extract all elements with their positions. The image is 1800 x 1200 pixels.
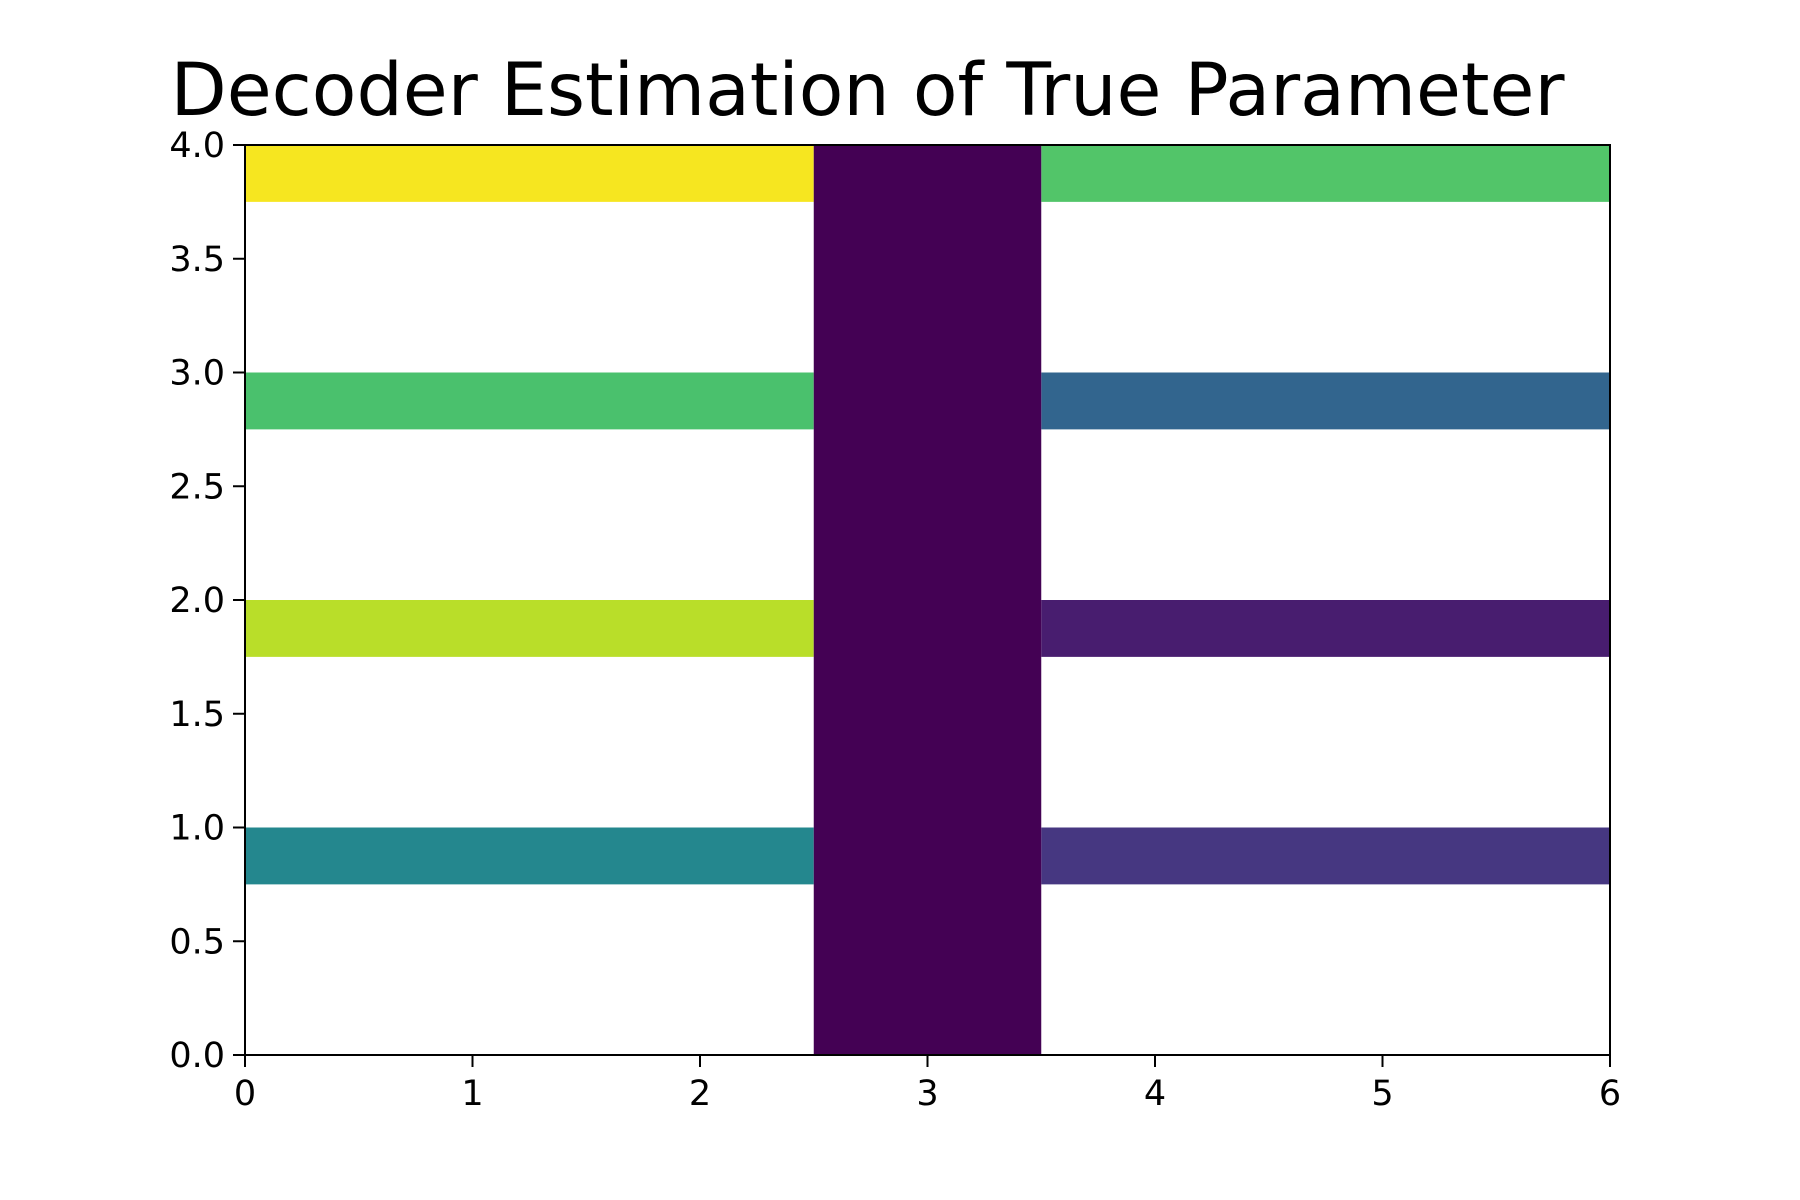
x-tick-label: 2 [689,1074,711,1114]
heatmap-center-band [813,145,1042,1055]
heatmap-cell-row3-right [1041,372,1610,430]
chart-title: Decoder Estimation of True Parameter [170,48,1565,133]
x-axis: 0 1 2 3 4 5 6 [234,1055,1621,1114]
y-tick-label: 0.5 [169,922,225,962]
heatmap-cell-row1-left [245,827,814,885]
y-tick-label: 3.0 [169,354,225,394]
heatmap-cell-row4-right [1041,145,1610,202]
y-axis: 0.0 0.5 1.0 1.5 2.0 2.5 3.0 3.5 4.0 [169,126,245,1076]
x-tick-label: 3 [916,1074,938,1114]
x-tick-label: 1 [461,1074,483,1114]
y-tick-label: 1.5 [169,695,225,735]
x-tick-label: 0 [234,1074,256,1114]
heatmap-cell-row2-right [1041,600,1610,657]
x-tick-label: 4 [1144,1074,1166,1114]
x-tick-label: 6 [1599,1074,1621,1114]
y-tick-label: 2.0 [169,581,225,621]
x-tick-label: 5 [1371,1074,1393,1114]
heatmap-cell-row1-right [1041,827,1610,885]
heatmap-cell-row4-left [245,145,814,202]
heatmap-cell-row2-left [245,600,814,657]
y-tick-label: 0.0 [169,1036,225,1076]
chart-marks [245,145,1610,1055]
y-tick-label: 3.5 [169,240,225,280]
heatmap-cell-row3-left [245,372,814,430]
y-tick-label: 1.0 [169,809,225,849]
y-tick-label: 4.0 [169,126,225,166]
y-tick-label: 2.5 [169,467,225,507]
